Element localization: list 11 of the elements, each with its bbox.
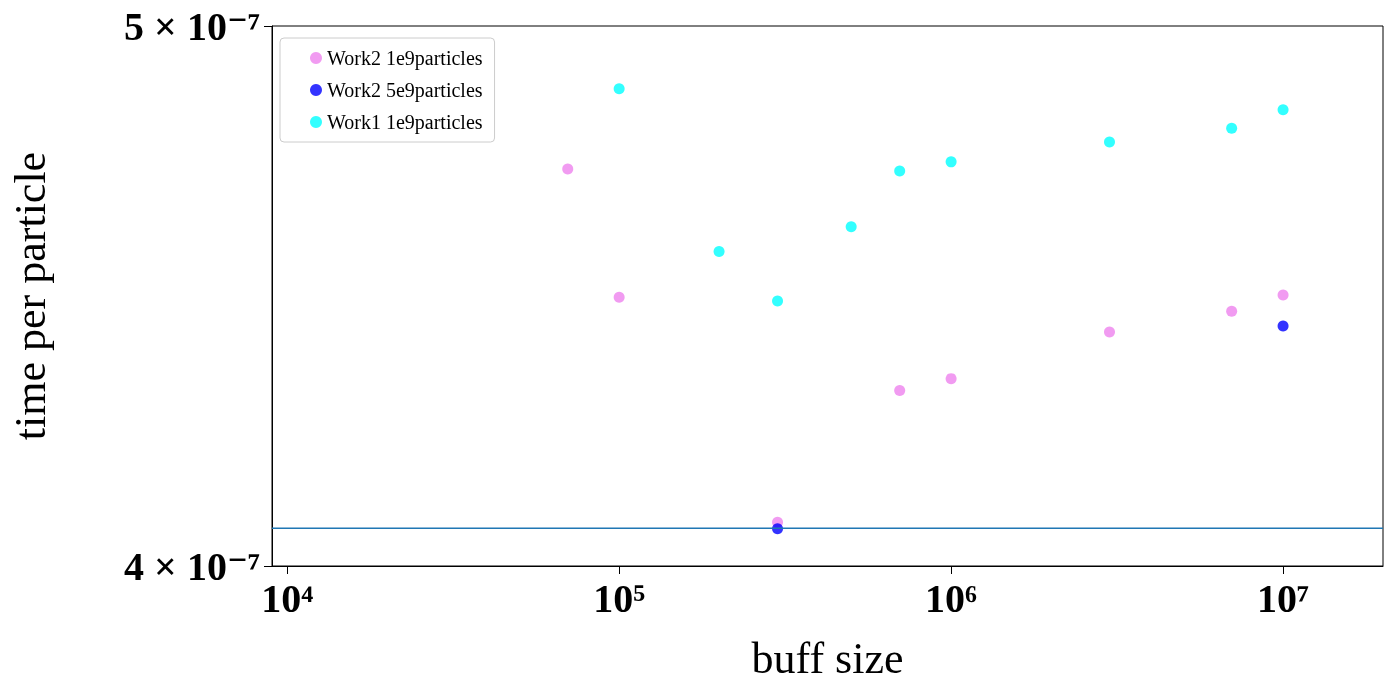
legend-label: Work2 5e9particles — [327, 79, 483, 102]
y-tick-label: 5 × 10⁻⁷ — [124, 3, 260, 49]
x-tick-label: 10⁴ — [261, 575, 314, 621]
y-tick-label: 4 × 10⁻⁷ — [124, 543, 260, 589]
legend-label: Work2 1e9particles — [327, 47, 483, 70]
x-axis-title: buff size — [751, 633, 904, 683]
x-tick-label: 10⁷ — [1257, 575, 1310, 621]
x-tick-label: 10⁶ — [925, 575, 978, 621]
y-axis-title: time per particle — [5, 151, 55, 441]
legend-label: Work1 1e9particles — [327, 111, 483, 134]
x-tick-label: 10⁵ — [593, 575, 646, 621]
